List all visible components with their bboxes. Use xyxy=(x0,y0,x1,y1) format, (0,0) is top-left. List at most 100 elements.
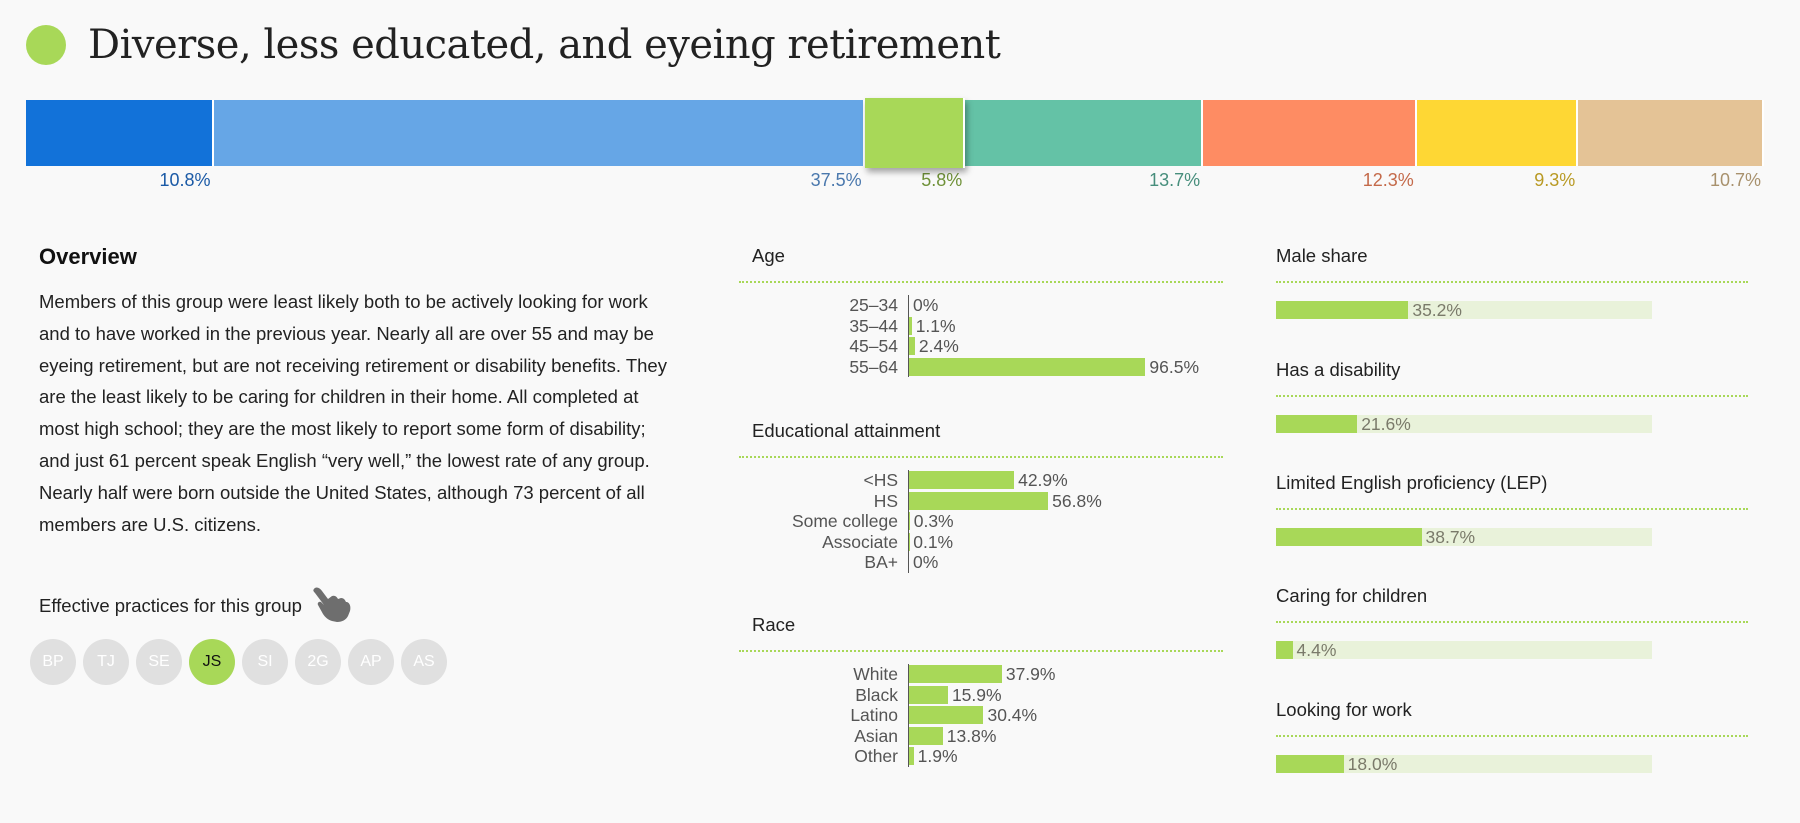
overview-section: Overview Members of this group were leas… xyxy=(39,244,679,540)
bar xyxy=(1276,755,1344,773)
bar xyxy=(909,337,915,355)
age-title: Age xyxy=(739,245,1223,283)
bar-row: Other 1.9% xyxy=(739,746,1223,767)
bar-value-label: 1.1% xyxy=(915,315,956,336)
bar xyxy=(1276,528,1422,546)
bar xyxy=(909,491,1049,510)
race-section: Race White 37.9% Black 15.9% Latino 30.4% Asia… xyxy=(739,614,1223,767)
bar xyxy=(909,512,910,530)
share-section: Limited English proficiency (LEP) 38.7% xyxy=(1276,472,1748,546)
bar-value-label: 0.1% xyxy=(913,531,954,552)
share-title: Caring for children xyxy=(1276,585,1748,623)
bar xyxy=(909,726,943,745)
stack-segment-label: 12.3% xyxy=(1362,170,1414,190)
stack-segment[interactable] xyxy=(1416,100,1579,166)
stack-segment[interactable] xyxy=(1578,100,1764,166)
group-share-labels: 10.8% 37.5% 5.8% 13.7% 12.3% 9.3% 10.7% xyxy=(26,170,1764,194)
share-section: Caring for children 4.4% xyxy=(1276,585,1748,659)
practice-pill-ap[interactable]: AP xyxy=(348,639,394,685)
stack-segment[interactable] xyxy=(26,100,214,166)
bar-value-label: 0% xyxy=(913,552,939,572)
share-title: Male share xyxy=(1276,245,1748,283)
age-section: Age 25–34 0% 35–44 1.1% 45–54 2.4% 55–64 96.5% xyxy=(739,245,1223,377)
share-section: Looking for work 18.0% xyxy=(1276,699,1748,773)
bar xyxy=(909,357,1146,376)
bar-row: White 37.9% xyxy=(739,664,1223,685)
bar-value-label: 37.9% xyxy=(1005,664,1056,684)
bar-value-label: 21.6% xyxy=(1361,414,1411,434)
bar-row: Black 15.9% xyxy=(739,685,1223,706)
bar-value-label: 18.0% xyxy=(1347,754,1398,774)
bar-category-label: 55–64 xyxy=(849,356,898,377)
share-track: 21.6% xyxy=(1276,415,1652,433)
practice-pill-se[interactable]: SE xyxy=(136,639,182,685)
stack-segment-label: 10.7% xyxy=(1709,170,1761,190)
education-axis xyxy=(908,470,909,573)
bar-row: HS 56.8% xyxy=(739,491,1223,512)
age-axis xyxy=(908,295,909,377)
bar xyxy=(909,316,912,335)
bar-row: <HS 42.9% xyxy=(739,470,1223,491)
bar-row: Asian 13.8% xyxy=(739,726,1223,747)
practice-pill-bp[interactable]: BP xyxy=(30,639,76,685)
bar-row: BA+ 0% xyxy=(739,552,1223,573)
bar xyxy=(1276,301,1409,319)
bar-category-label: Other xyxy=(854,746,898,766)
group-color-dot xyxy=(26,25,66,65)
bar xyxy=(909,685,948,704)
bar-category-label: 25–34 xyxy=(849,295,898,315)
race-title: Race xyxy=(739,614,1223,652)
bar-row: 45–54 2.4% xyxy=(739,336,1223,357)
bar-category-label: Associate xyxy=(822,531,898,552)
bar-value-label: 2.4% xyxy=(918,336,959,356)
stack-segment-label: 13.7% xyxy=(1149,170,1201,190)
bar-value-label: 56.8% xyxy=(1052,490,1102,511)
overview-heading: Overview xyxy=(39,244,137,269)
stack-segment[interactable] xyxy=(965,100,1204,166)
bar xyxy=(1276,415,1358,433)
practice-pill-js[interactable]: JS xyxy=(189,639,235,685)
share-title: Looking for work xyxy=(1276,699,1748,737)
bar-value-label: 15.9% xyxy=(951,684,1002,705)
effective-practices-row: Effective practices for this group xyxy=(39,583,352,628)
share-section: Male share 35.2% xyxy=(1276,245,1748,319)
practice-pills: BP TJ SE JS SI 2G AP AS xyxy=(30,639,454,685)
stack-segment[interactable] xyxy=(1203,100,1417,166)
title-row: Diverse, less educated, and eyeing retir… xyxy=(26,22,1001,68)
bar-value-label: 42.9% xyxy=(1018,470,1068,490)
stack-segment-label: 37.5% xyxy=(810,170,862,190)
page-title: Diverse, less educated, and eyeing retir… xyxy=(88,22,1001,68)
share-section: Has a disability 21.6% xyxy=(1276,359,1748,433)
bar-category-label: Asian xyxy=(854,725,898,746)
age-chart: 25–34 0% 35–44 1.1% 45–54 2.4% 55–64 96.5% xyxy=(739,295,1223,377)
bar xyxy=(909,471,1015,489)
bar-category-label: <HS xyxy=(863,470,898,490)
bar-category-label: White xyxy=(853,664,898,684)
bar-category-label: HS xyxy=(873,490,898,511)
stack-segment-label: 9.3% xyxy=(1534,170,1576,190)
bar-row: 35–44 1.1% xyxy=(739,316,1223,337)
stack-segment[interactable] xyxy=(213,100,865,166)
bar-row: Some college 0.3% xyxy=(739,511,1223,532)
bar-value-label: 4.4% xyxy=(1296,640,1337,660)
bar-category-label: BA+ xyxy=(864,552,898,572)
practice-pill-si[interactable]: SI xyxy=(242,639,288,685)
bar-category-label: Black xyxy=(855,684,898,705)
practice-pill-2g[interactable]: 2G xyxy=(295,639,341,685)
share-track: 35.2% xyxy=(1276,301,1652,319)
bar-value-label: 30.4% xyxy=(987,705,1038,725)
share-title: Has a disability xyxy=(1276,359,1748,397)
education-section: Educational attainment <HS 42.9% HS 56.8% So… xyxy=(739,420,1223,573)
bar-value-label: 0% xyxy=(913,295,939,315)
bar-value-label: 13.8% xyxy=(946,725,997,746)
bar-category-label: 35–44 xyxy=(849,315,898,336)
practice-pill-tj[interactable]: TJ xyxy=(83,639,129,685)
share-track: 38.7% xyxy=(1276,528,1652,546)
practice-pill-as[interactable]: AS xyxy=(401,639,447,685)
bar-row: 25–34 0% xyxy=(739,295,1223,316)
bar xyxy=(909,665,1002,683)
bar-value-label: 96.5% xyxy=(1149,356,1200,377)
bar xyxy=(909,747,914,765)
overview-text: Members of this group were least likely … xyxy=(39,291,667,535)
stack-segment[interactable] xyxy=(864,98,966,168)
